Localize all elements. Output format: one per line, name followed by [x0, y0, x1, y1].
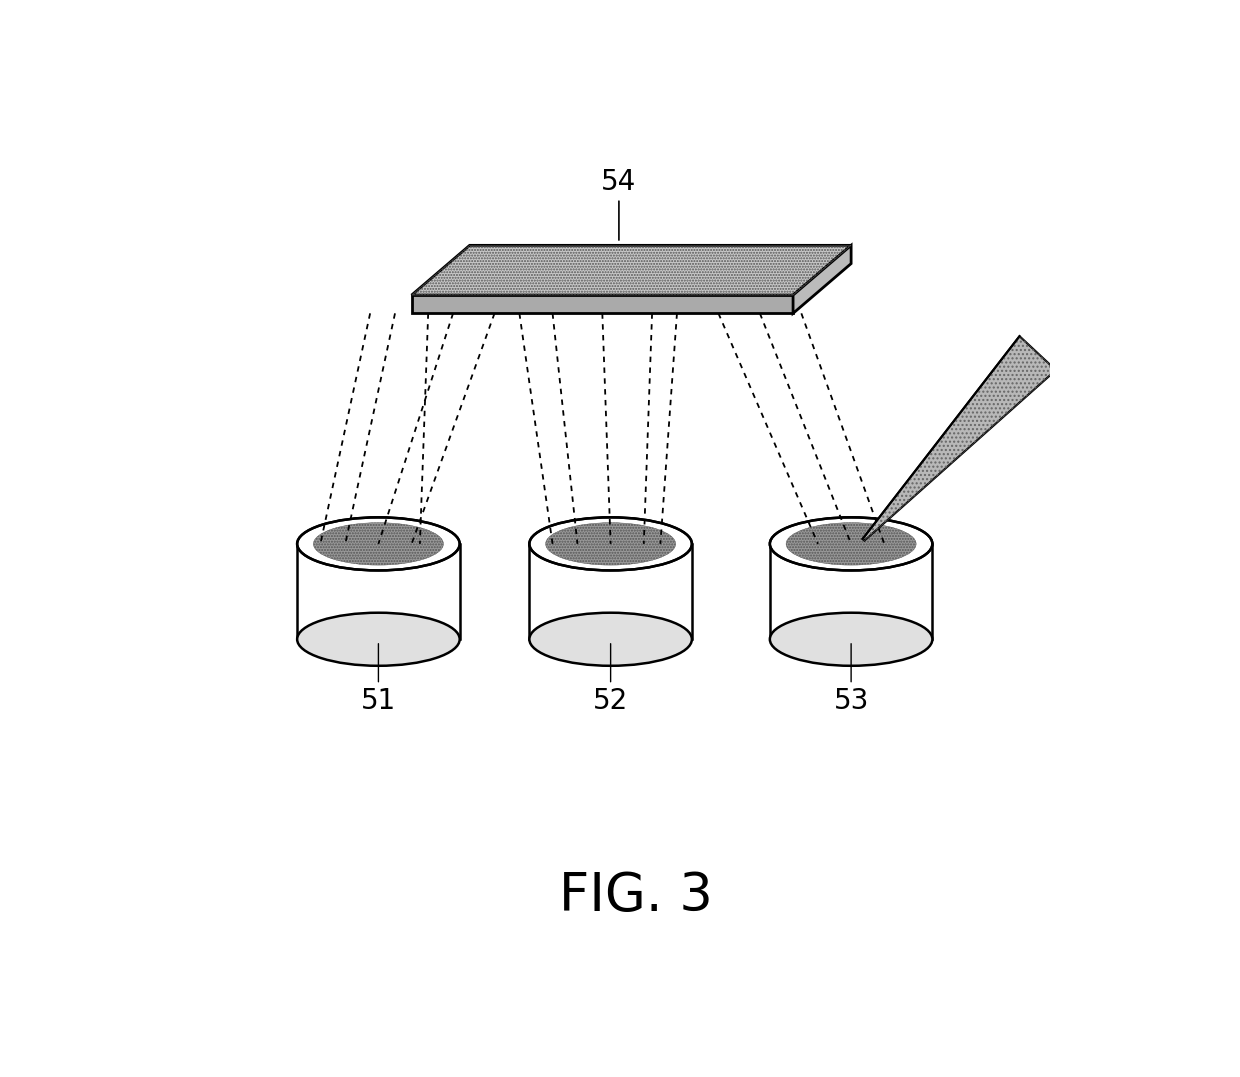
- Ellipse shape: [770, 517, 932, 571]
- Text: 53: 53: [833, 644, 869, 715]
- Polygon shape: [529, 544, 692, 640]
- Polygon shape: [298, 544, 460, 640]
- Ellipse shape: [529, 517, 692, 571]
- Polygon shape: [412, 246, 851, 295]
- Ellipse shape: [298, 517, 460, 571]
- Text: 54: 54: [601, 168, 636, 240]
- Polygon shape: [770, 544, 932, 640]
- Text: FIG. 3: FIG. 3: [558, 870, 713, 922]
- Polygon shape: [863, 336, 1056, 541]
- Ellipse shape: [786, 522, 916, 565]
- Ellipse shape: [298, 613, 460, 666]
- Text: 52: 52: [593, 644, 629, 715]
- Ellipse shape: [770, 613, 932, 666]
- Polygon shape: [794, 246, 851, 313]
- Text: 51: 51: [361, 644, 396, 715]
- Polygon shape: [412, 295, 794, 313]
- Ellipse shape: [529, 613, 692, 666]
- Ellipse shape: [546, 522, 676, 565]
- Ellipse shape: [314, 522, 444, 565]
